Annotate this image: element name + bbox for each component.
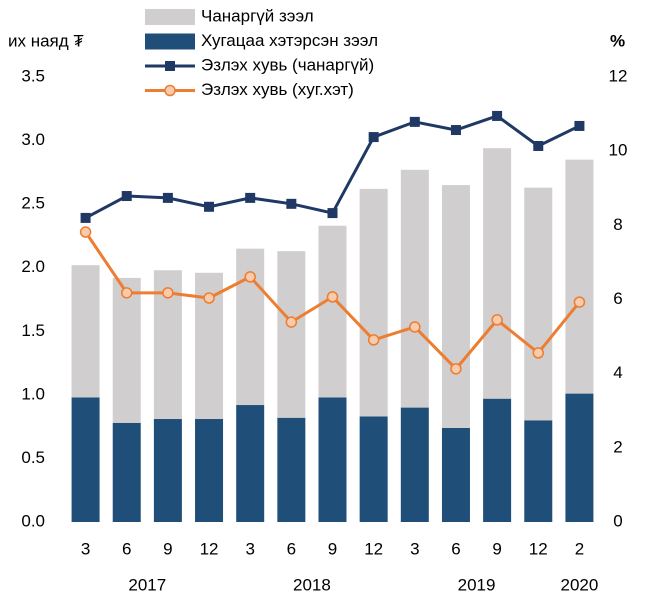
marker — [245, 192, 256, 203]
x-tick-label: 6 — [287, 539, 296, 558]
bar — [112, 422, 141, 522]
x-tick-label: 6 — [451, 539, 460, 558]
bar — [400, 407, 429, 522]
bar — [71, 265, 100, 398]
x-tick-label: 12 — [200, 539, 219, 558]
x-tick-label: 3 — [81, 539, 90, 558]
marker — [203, 292, 215, 304]
y2-tick-label: 2 — [613, 437, 622, 456]
year-label: 2017 — [128, 575, 166, 594]
marker — [327, 208, 338, 219]
y2-tick-label: 6 — [613, 289, 622, 308]
x-tick-label: 9 — [328, 539, 337, 558]
bar — [441, 185, 470, 428]
bar — [318, 397, 347, 522]
marker — [244, 271, 256, 283]
y-tick-label: 3.0 — [21, 130, 45, 149]
bar — [112, 277, 141, 423]
legend-label: Чанаргүй зээл — [201, 6, 314, 25]
y2-tick-label: 12 — [609, 66, 628, 85]
y2-tick-label: 8 — [613, 215, 622, 234]
marker — [121, 191, 132, 202]
bar — [277, 251, 306, 418]
marker — [532, 347, 545, 359]
x-tick-label: 3 — [410, 539, 419, 558]
marker — [450, 363, 462, 375]
y-axis-label: их наяд ₮ — [8, 31, 84, 50]
marker — [80, 212, 91, 223]
bar — [359, 188, 388, 417]
bar — [483, 148, 512, 399]
legend-marker — [165, 61, 175, 71]
x-tick-label: 6 — [122, 539, 131, 558]
marker — [162, 287, 174, 299]
year-label: 2020 — [561, 575, 599, 594]
marker — [573, 296, 586, 308]
legend-label: Эзлэх хувь (чанаргүй) — [201, 55, 374, 74]
marker — [162, 192, 173, 203]
bar — [277, 417, 306, 522]
bar — [483, 398, 512, 522]
marker — [492, 110, 503, 121]
bar — [236, 405, 265, 522]
legend-marker — [164, 84, 176, 97]
marker — [79, 226, 92, 238]
x-tick-label: 9 — [163, 539, 172, 558]
marker — [368, 132, 379, 143]
y2-tick-label: 0 — [613, 511, 622, 530]
marker — [491, 314, 503, 326]
bar — [524, 420, 553, 522]
bar — [565, 393, 594, 522]
legend-label: Хугацаа хэтэрсэн зээл — [201, 31, 378, 50]
bar — [400, 169, 429, 408]
year-label: 2019 — [458, 575, 496, 594]
y2-tick-label: 4 — [613, 363, 622, 382]
bar — [153, 419, 182, 522]
x-tick-label: 3 — [245, 539, 254, 558]
marker — [450, 125, 461, 136]
marker — [204, 201, 215, 212]
x-tick-label: 9 — [492, 539, 501, 558]
bar — [359, 416, 388, 522]
year-label: 2018 — [293, 575, 331, 594]
bar — [71, 397, 100, 522]
marker — [286, 198, 297, 209]
bar — [195, 419, 224, 522]
marker — [285, 316, 298, 328]
y-tick-label: 2.0 — [21, 257, 45, 276]
y-tick-label: 1.0 — [21, 384, 45, 403]
marker — [326, 291, 339, 303]
bar — [524, 187, 553, 421]
marker — [367, 334, 380, 346]
legend-swatch — [145, 9, 195, 25]
marker — [533, 140, 544, 151]
x-tick-label: 12 — [529, 539, 548, 558]
marker — [409, 321, 421, 333]
x-tick-label: 2 — [575, 539, 584, 558]
y-tick-label: 0.0 — [21, 511, 45, 530]
marker — [409, 116, 420, 127]
marker — [574, 120, 585, 131]
y-tick-label: 3.5 — [21, 66, 45, 85]
y2-tick-label: 10 — [609, 141, 628, 160]
y-tick-label: 1.5 — [21, 321, 45, 340]
y-tick-label: 2.5 — [21, 194, 45, 213]
y2-axis-label: % — [610, 31, 625, 50]
bar — [441, 427, 470, 522]
bar — [565, 159, 594, 394]
marker — [120, 287, 133, 299]
bar — [318, 225, 347, 398]
legend-label: Эзлэх хувь (хуг.хэт) — [201, 80, 354, 99]
legend-swatch — [145, 33, 195, 50]
y-tick-label: 0.5 — [21, 448, 45, 467]
x-tick-label: 12 — [364, 539, 383, 558]
